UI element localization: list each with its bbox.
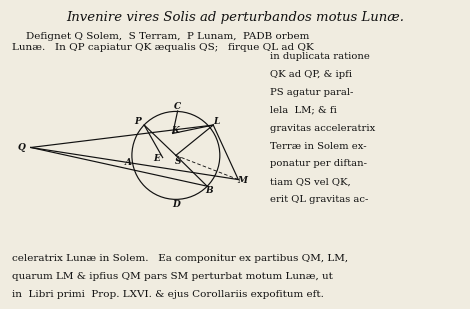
- Text: lela  LM; & fi: lela LM; & fi: [270, 106, 337, 115]
- Text: Invenire vires Solis ad perturbandos motus Lunæ.: Invenire vires Solis ad perturbandos mot…: [66, 11, 404, 24]
- Text: in duplicata ratione: in duplicata ratione: [270, 52, 370, 61]
- Text: D: D: [172, 200, 180, 209]
- Text: C: C: [174, 102, 181, 111]
- Text: gravitas acceleratrix: gravitas acceleratrix: [270, 124, 376, 133]
- Text: tiam QS vel QK,: tiam QS vel QK,: [270, 177, 351, 186]
- Text: A: A: [125, 158, 132, 167]
- Text: S: S: [175, 157, 181, 166]
- Text: quarum LM & ipfius QM pars SM perturbat motum Lunæ, ut: quarum LM & ipfius QM pars SM perturbat …: [12, 272, 333, 281]
- Text: QK ad QP, & ipfi: QK ad QP, & ipfi: [270, 70, 352, 79]
- Text: in  Libri primi  Prop. LXVI. & ejus Corollariis expofitum eft.: in Libri primi Prop. LXVI. & ejus Coroll…: [12, 290, 324, 299]
- Text: Lunæ.   In QP capiatur QK æqualis QS;   firque QL ad QK: Lunæ. In QP capiatur QK æqualis QS; firq…: [12, 43, 313, 52]
- Text: B: B: [205, 186, 213, 195]
- Text: L: L: [213, 116, 219, 125]
- Text: M: M: [238, 176, 248, 185]
- Text: celeratrix Lunæ in Solem.   Ea componitur ex partibus QM, LM,: celeratrix Lunæ in Solem. Ea componitur …: [12, 254, 348, 263]
- Text: K: K: [172, 126, 180, 135]
- Text: Terræ in Solem ex-: Terræ in Solem ex-: [270, 142, 367, 150]
- Text: P: P: [135, 117, 141, 126]
- Text: E: E: [154, 154, 160, 163]
- Text: erit QL gravitas ac-: erit QL gravitas ac-: [270, 195, 368, 204]
- Text: PS agatur paral-: PS agatur paral-: [270, 88, 353, 97]
- Text: Defignet Q Solem,  S Terram,  P Lunam,  PADB orbem: Defignet Q Solem, S Terram, P Lunam, PAD…: [26, 32, 309, 41]
- Text: ponatur per diftan-: ponatur per diftan-: [270, 159, 367, 168]
- Text: Q: Q: [18, 143, 26, 152]
